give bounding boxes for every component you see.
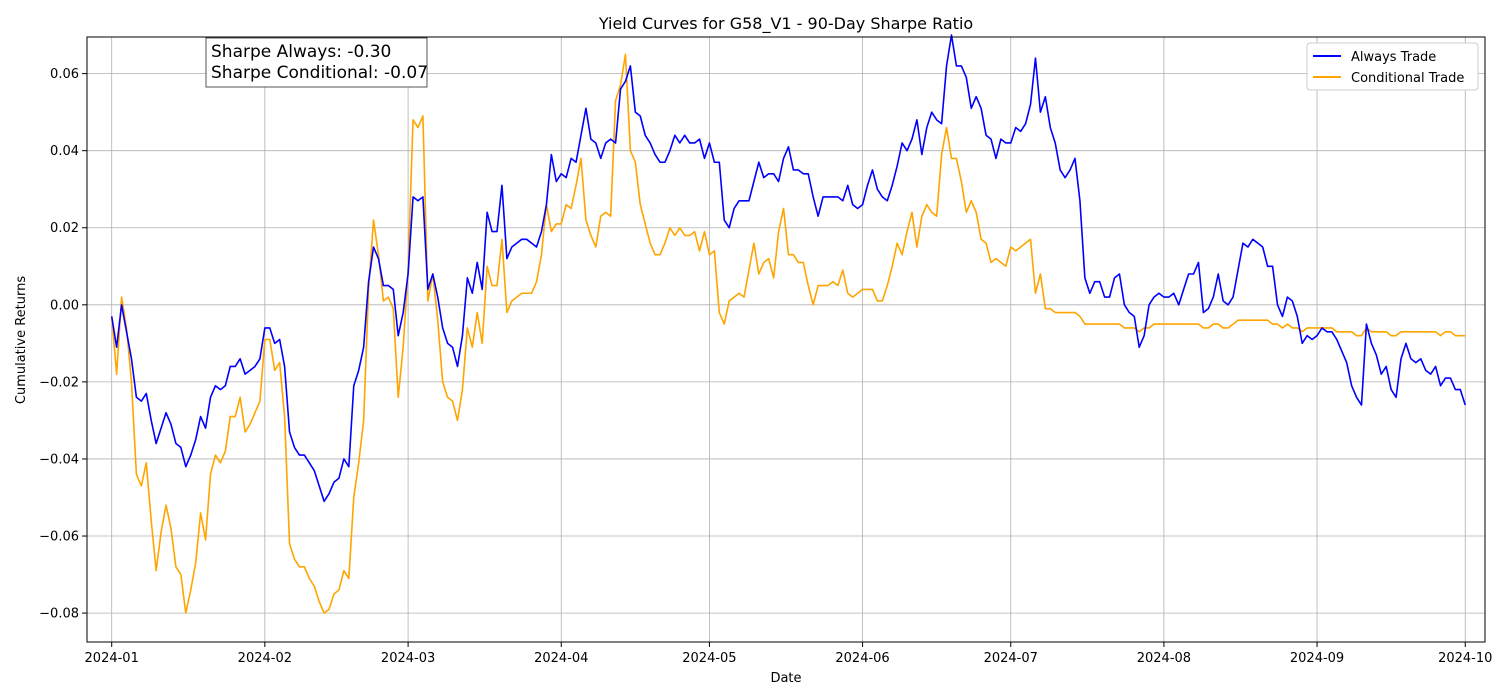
plot-frame <box>86 36 1486 643</box>
y-tick-label: −0.04 <box>39 452 79 467</box>
legend: Always Trade Conditional Trade <box>1306 42 1479 91</box>
legend-label-conditional-trade: Conditional Trade <box>1351 71 1464 86</box>
x-tick-label: 2024-07 <box>984 651 1038 666</box>
annotation-sharpe-conditional: Sharpe Conditional: -0.07 <box>211 63 428 83</box>
series-line-always-trade <box>110 34 1467 503</box>
x-tick-label: 2024-03 <box>381 651 435 666</box>
x-axis-title: Date <box>770 671 801 686</box>
y-tick-label: 0.04 <box>50 144 79 159</box>
x-tick-label: 2024-09 <box>1290 651 1344 666</box>
x-tick-label: 2024-01 <box>85 651 139 666</box>
y-tick-label: 0.02 <box>50 221 79 236</box>
series-group <box>110 34 1467 614</box>
annotation-sharpe-always: Sharpe Always: -0.30 <box>211 42 391 62</box>
x-tick-label: 2024-06 <box>835 651 889 666</box>
y-tick-label: 0.00 <box>50 298 79 313</box>
y-tick-label: −0.08 <box>39 607 79 622</box>
legend-box <box>1306 42 1479 91</box>
x-tick-label: 2024-05 <box>682 651 736 666</box>
series-line-conditional-trade <box>110 53 1466 614</box>
sharpe-annotation: Sharpe Always: -0.30 Sharpe Conditional:… <box>205 37 428 88</box>
y-tick-label: −0.06 <box>39 530 79 545</box>
annotation-box <box>205 37 428 88</box>
y-axis-title: Cumulative Returns <box>14 276 29 404</box>
legend-label-always-trade: Always Trade <box>1351 50 1436 65</box>
y-tick-label: 0.06 <box>50 67 79 82</box>
y-tick-label: −0.02 <box>39 375 79 390</box>
y-axis: −0.08 −0.06 −0.04 −0.02 0.00 0.02 0.04 0.06 <box>39 67 87 622</box>
x-tick-label: 2024-08 <box>1137 651 1191 666</box>
chart-title: Yield Curves for G58_V1 - 90-Day Sharpe … <box>598 14 973 34</box>
x-tick-label: 2024-04 <box>534 651 588 666</box>
x-tick-label: 2024-10 <box>1438 651 1492 666</box>
x-tick-label: 2024-02 <box>238 651 292 666</box>
x-axis: 2024-01 2024-02 2024-03 2024-04 2024-05 2024-… <box>85 642 1492 666</box>
